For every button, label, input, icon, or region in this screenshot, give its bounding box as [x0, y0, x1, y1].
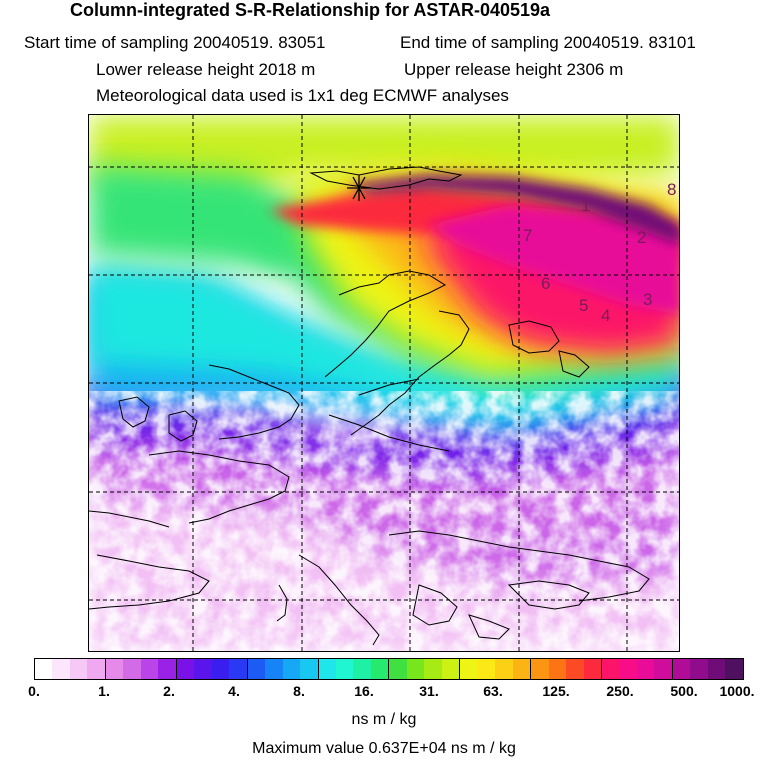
end-time: End time of sampling 20040519. 83101 [400, 33, 696, 52]
colorbar-swatch [441, 659, 461, 679]
met-data-note: Meteorological data used is 1x1 deg ECMW… [96, 86, 509, 105]
colorbar-swatch [583, 659, 602, 679]
colorbar-swatch [247, 659, 266, 679]
coastlines [89, 166, 650, 646]
colorbar-swatch [176, 659, 195, 679]
map-canvas: 1 2 3 4 5 6 7 8 [89, 115, 679, 651]
colorbar-swatch [424, 659, 442, 679]
colorbar-swatch [619, 659, 637, 679]
colorbar-swatch [35, 659, 53, 679]
colorbar-swatch [211, 659, 230, 679]
colorbar [34, 658, 744, 680]
colorbar-swatch [566, 659, 584, 679]
colorbar-swatch [495, 659, 513, 679]
tick-label: 1000. [719, 683, 755, 699]
traj-label-7: 7 [523, 226, 532, 245]
colorbar-swatch [282, 659, 301, 679]
colorbar-swatch [123, 659, 141, 679]
lower-release-height: Lower release height 2018 m [96, 60, 316, 79]
traj-label-6: 6 [541, 274, 550, 293]
colorbar-swatch [194, 659, 212, 679]
traj-label-8: 8 [667, 180, 676, 199]
lat-lon-grid [89, 115, 679, 651]
tick-label: 16. [354, 683, 374, 699]
tick-label: 31. [419, 683, 439, 699]
traj-label-2: 2 [637, 228, 646, 247]
tick-label: 63. [483, 683, 503, 699]
field-shading [89, 115, 679, 651]
traj-label-1: 1 [581, 196, 590, 215]
colorbar-swatch [265, 659, 283, 679]
tick-label: 250. [606, 683, 634, 699]
colorbar-swatch [389, 659, 407, 679]
colorbar-swatch [318, 659, 336, 679]
plot-title: Column-integrated S-R-Relationship for A… [70, 0, 551, 20]
colorbar-swatch [353, 659, 371, 679]
trajectory-labels: 1 2 3 4 5 6 7 8 [523, 180, 676, 325]
colorbar-swatch [105, 659, 124, 679]
colorbar-swatch [672, 659, 691, 679]
colorbar-swatch [531, 659, 549, 679]
colorbar-swatch [690, 659, 708, 679]
colorbar-swatch [406, 659, 425, 679]
colorbar-swatch [707, 659, 726, 679]
colorbar-swatch [725, 659, 743, 679]
colorbar-swatch [548, 659, 567, 679]
tick-label: 125. [542, 683, 570, 699]
colorbar-swatch [140, 659, 159, 679]
release-site-asterisk-icon [347, 175, 371, 201]
colorbar-swatch [477, 659, 496, 679]
colorbar-swatch [87, 659, 106, 679]
tick-label: 1. [98, 683, 110, 699]
tick-label: 8. [293, 683, 305, 699]
tick-label: 0. [28, 683, 40, 699]
tick-label: 500. [670, 683, 698, 699]
start-time: Start time of sampling 20040519. 83051 [24, 33, 326, 52]
colorbar-swatch [158, 659, 177, 679]
sensitivity-map: 1 2 3 4 5 6 7 8 [88, 114, 680, 652]
traj-label-3: 3 [643, 290, 652, 309]
colorbar-swatch [370, 659, 390, 679]
maximum-value: Maximum value 0.637E+04 ns m / kg [252, 740, 516, 757]
colorbar-swatch [335, 659, 354, 679]
colorbar-swatch [229, 659, 248, 679]
colorbar-swatch [636, 659, 655, 679]
colorbar-swatch [300, 659, 319, 679]
traj-label-4: 4 [601, 306, 610, 325]
colorbar-swatch [52, 659, 70, 679]
colorbar-swatch [602, 659, 620, 679]
tick-label: 2. [163, 683, 175, 699]
colorbar-swatch [69, 659, 88, 679]
colorbar-swatch [460, 659, 478, 679]
tick-label: 4. [228, 683, 240, 699]
colorbar-unit: ns m / kg [351, 711, 417, 728]
colorbar-swatch [512, 659, 532, 679]
colorbar-swatch [654, 659, 673, 679]
upper-release-height: Upper release height 2306 m [404, 60, 624, 79]
traj-label-5: 5 [579, 296, 588, 315]
